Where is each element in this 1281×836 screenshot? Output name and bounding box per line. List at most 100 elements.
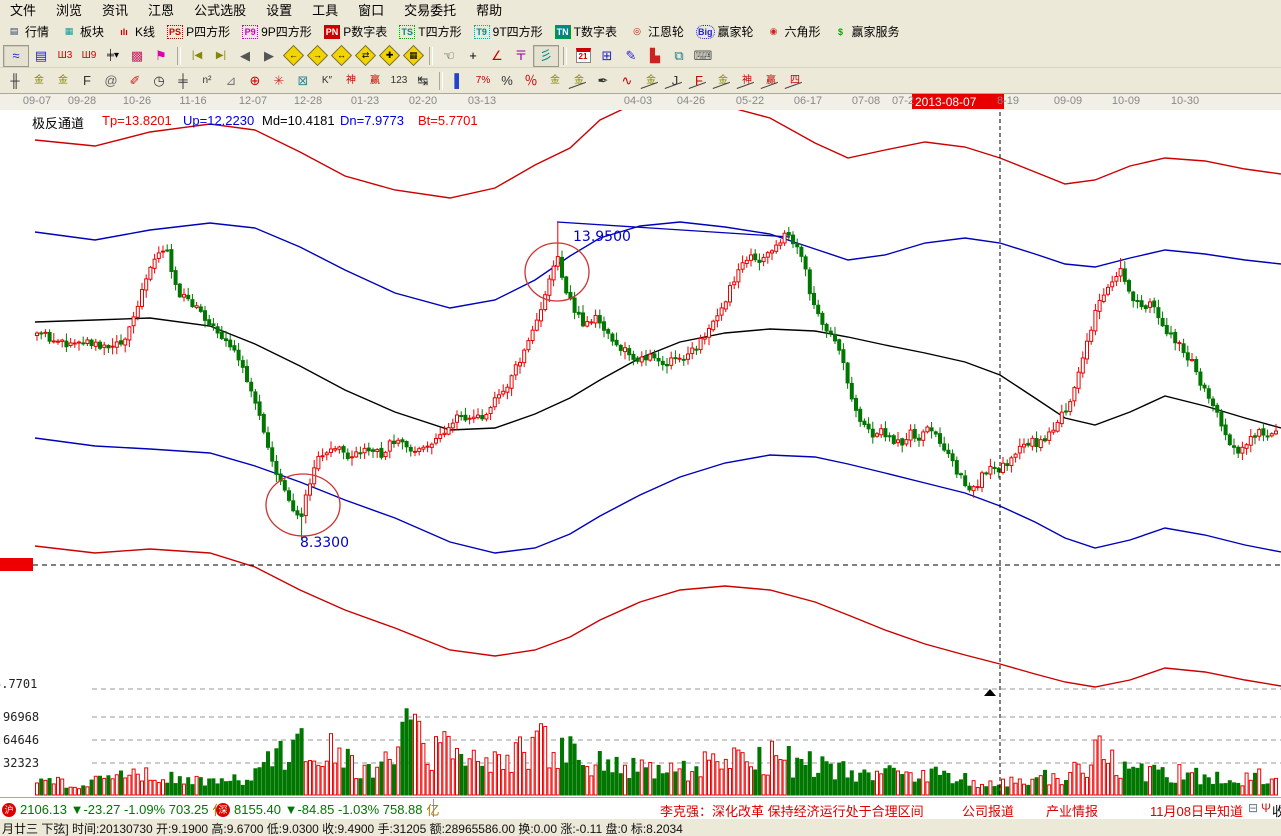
kline3-icon[interactable]: Ш3	[57, 49, 73, 61]
pattern-icon[interactable]: ▩	[130, 48, 144, 63]
n2-tool[interactable]: n²	[202, 74, 212, 86]
ying-tool[interactable]: 赢	[370, 74, 380, 86]
grid-target-tool[interactable]: ⊠	[297, 73, 309, 88]
gold-scale2-tool[interactable]: 金	[58, 74, 68, 86]
spiral-tool[interactable]: @	[104, 73, 118, 88]
diamond-plus-button[interactable]: ✚	[377, 44, 401, 67]
menu-item-4[interactable]: 公式选股	[194, 3, 247, 18]
wave-draw-tool[interactable]: 彡	[533, 44, 559, 67]
crosshair-tool[interactable]: +	[469, 48, 477, 63]
hexagon-icon: ◉	[769, 26, 778, 36]
clock-cycle-tool[interactable]: ◷	[153, 73, 165, 88]
save-icon[interactable]: ▙	[650, 48, 660, 63]
quickbar-六角形[interactable]: ◉ 六角形	[760, 23, 827, 40]
indicator-value-1: Tp=13.8201	[102, 113, 172, 128]
quickbar-P四方形[interactable]: PS P四方形	[161, 23, 236, 40]
kline9-icon[interactable]: Ш9	[81, 49, 97, 61]
toolbar-separator	[439, 71, 443, 90]
mirror-tool[interactable]: ⊿	[225, 73, 237, 88]
gold-scale1-tool[interactable]: 金	[34, 74, 44, 86]
si-angle-tool[interactable]: 四	[783, 71, 807, 91]
quickbar-P数字表[interactable]: PN P数字表	[318, 23, 394, 40]
chart-area[interactable]: 13.9500 8.3300 极反通道 Tp=13.8201 Up=12.2230 Md…	[0, 110, 1281, 797]
skip-first-button[interactable]: |◀	[191, 49, 203, 61]
flag-chart-icon[interactable]: ⚑	[155, 48, 167, 63]
menu-item-7[interactable]: 窗口	[358, 3, 385, 18]
angle-line-tool[interactable]: ∠	[491, 48, 503, 63]
seven-pct-tool[interactable]: 7%	[475, 74, 491, 86]
gold-lines-tool[interactable]: 金	[567, 71, 591, 91]
terminal-icon[interactable]: ⌨	[693, 48, 713, 63]
gold-angle2-tool[interactable]: 金	[711, 71, 735, 91]
f-angle-tool[interactable]: F	[687, 71, 711, 91]
fine-ruler-tool[interactable]: ╪	[178, 73, 188, 88]
quickbar-label: 9T四方形	[492, 25, 543, 39]
quickbar-K线[interactable]: ılı K线	[110, 23, 161, 40]
menu-item-0[interactable]: 文件	[10, 3, 37, 18]
quickbar-9T四方形[interactable]: T9 9T四方形	[468, 23, 549, 40]
report-icon[interactable]: ▤	[34, 48, 48, 63]
diamond-left-button[interactable]: ←	[281, 44, 305, 67]
candle-style-dropdown[interactable]: ╪▾	[106, 49, 120, 61]
calculator-icon[interactable]: ⊞	[601, 48, 613, 63]
collapse-label[interactable]: 收	[1272, 801, 1281, 819]
quickbar-江恩轮[interactable]: ◎ 江恩轮	[623, 23, 690, 40]
next-button[interactable]: ▶	[264, 48, 274, 63]
menu-item-2[interactable]: 资讯	[102, 3, 129, 18]
quickbar-赢家轮[interactable]: Big 赢家轮	[690, 23, 760, 40]
column-tool[interactable]: ▌	[454, 73, 464, 88]
quickbar-9P四方形[interactable]: P9 9P四方形	[236, 23, 318, 40]
diamond-right-button[interactable]: →	[305, 44, 329, 67]
diamond-grid-button[interactable]: ▦	[401, 44, 425, 67]
gann-draw-tool[interactable]: 〒	[514, 48, 528, 63]
quickbar-赢家服务[interactable]: $ 赢家服务	[827, 23, 906, 40]
j-angle-tool[interactable]: J	[663, 71, 687, 91]
zigzag-tool[interactable]: ≈	[3, 44, 29, 67]
menu-item-3[interactable]: 江恩	[148, 3, 175, 18]
ruler-h-tool[interactable]: ╫	[10, 73, 20, 88]
connection-icon[interactable]: ⊟	[1248, 801, 1259, 815]
quickbar-T数字表[interactable]: TN T数字表	[549, 23, 623, 40]
news-item-3[interactable]: 11月08日早知道	[1150, 804, 1243, 819]
ruler123-tool[interactable]: 123	[390, 74, 408, 86]
quickbar-T四方形[interactable]: TS T四方形	[393, 23, 467, 40]
menu-item-9[interactable]: 帮助	[476, 3, 503, 18]
shen-angle-tool[interactable]: 神	[735, 71, 759, 91]
k-mark-tool[interactable]: K″	[321, 74, 333, 86]
web-tool[interactable]: ✳	[273, 73, 285, 88]
notes-icon[interactable]: ✎	[625, 48, 637, 63]
ying-angle-tool[interactable]: 赢	[759, 71, 783, 91]
menu-item-8[interactable]: 交易委托	[404, 3, 457, 18]
news-item-2[interactable]: 产业情报	[1046, 804, 1099, 819]
menu-item-6[interactable]: 工具	[312, 3, 339, 18]
percent-lines-tool[interactable]: ％	[524, 73, 538, 88]
diamond-expand-button[interactable]: ↔	[329, 44, 353, 67]
index-quote-1[interactable]: 深 8155.40 ▼-84.85 -1.03% 758.88 亿	[216, 800, 440, 819]
news-item-0[interactable]: 李克强：深化改革 保持经济运行处于合理区间	[660, 804, 924, 819]
brush-tool[interactable]: ✐	[129, 73, 141, 88]
calendar-icon[interactable]: 21	[571, 46, 595, 66]
news-item-1[interactable]: 公司报道	[962, 804, 1015, 819]
menu-item-5[interactable]: 设置	[266, 3, 293, 18]
percent-tool[interactable]: %	[501, 73, 513, 88]
f-ruler-tool[interactable]: F	[83, 73, 91, 88]
gold-circle-tool[interactable]: 金	[550, 74, 560, 86]
market-icon: 沪	[2, 802, 16, 817]
wave-lines-tool[interactable]: ∿	[621, 73, 633, 88]
quickbar-行情[interactable]: ▤ 行情	[0, 23, 55, 40]
quickbar-板块[interactable]: ▦ 板块	[55, 23, 110, 40]
shen-tool[interactable]: 神	[346, 74, 356, 86]
menu-item-1[interactable]: 浏览	[56, 3, 83, 18]
target-circle-tool[interactable]: ⊕	[249, 73, 261, 88]
diamond-compress-button[interactable]: ⇄	[353, 44, 377, 67]
antenna-icon[interactable]: Ψ	[1261, 801, 1272, 815]
hand-tool[interactable]: ☜	[443, 48, 455, 63]
pen-tool[interactable]: ✒	[597, 73, 609, 88]
prev-button[interactable]: ◀	[240, 48, 250, 63]
export-icon[interactable]: ⧉	[674, 48, 684, 63]
width-arrows-tool[interactable]: ↹	[417, 73, 429, 88]
axis-label-96968: 96968	[3, 710, 40, 724]
gold-angle-tool[interactable]: 金	[639, 71, 663, 91]
skip-last-button[interactable]: ▶|	[215, 49, 227, 61]
